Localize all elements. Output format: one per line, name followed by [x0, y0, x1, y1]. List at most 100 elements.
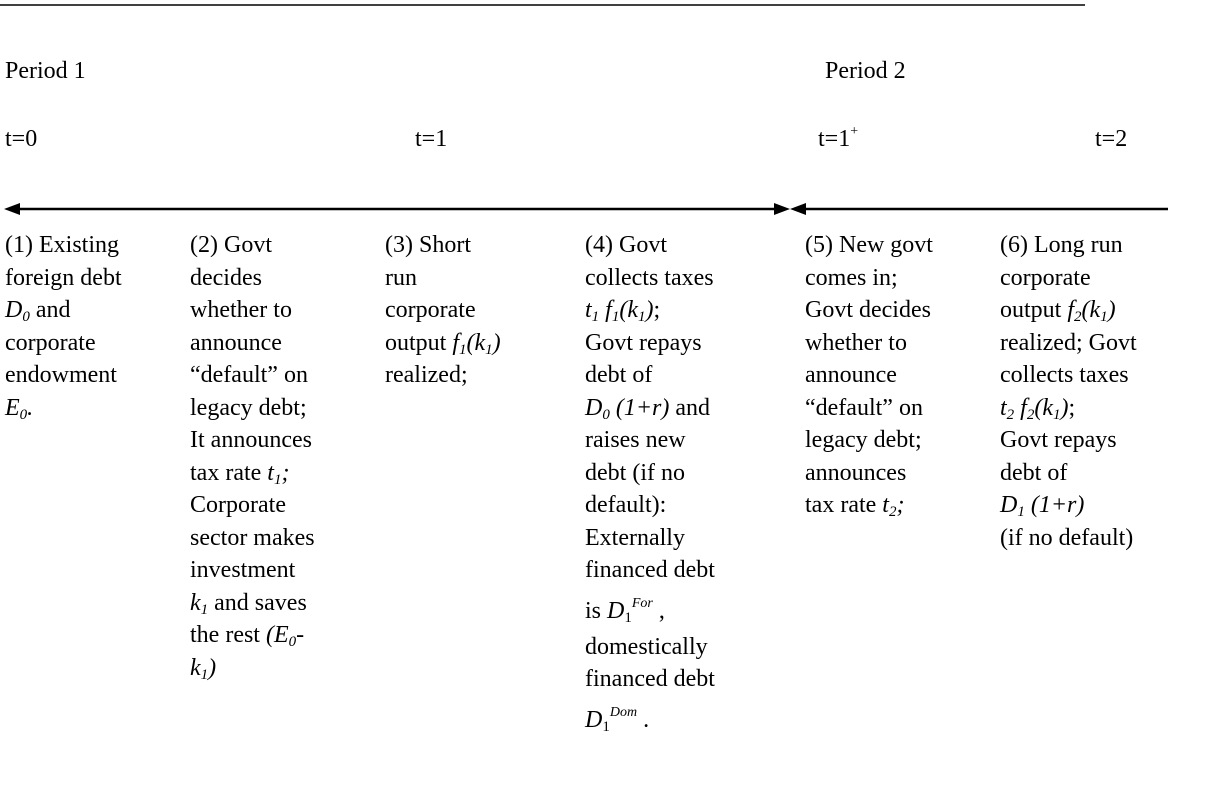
text: domestically	[585, 633, 708, 660]
text-line: raises new	[585, 424, 715, 457]
text: Govt repays	[1000, 427, 1117, 453]
text: comes in;	[805, 264, 898, 291]
text: k	[190, 589, 201, 616]
text: 1	[200, 601, 209, 618]
text: investment	[190, 557, 296, 583]
text: 2	[1074, 309, 1082, 325]
event-column: (2) Govt decides whether to announce “defaul…	[190, 229, 315, 684]
text: t=1	[818, 126, 851, 152]
text: E	[5, 394, 20, 421]
text-line: (4) Govt	[585, 229, 715, 262]
text-line: financed debt	[585, 554, 715, 587]
text: (k	[466, 329, 486, 356]
text-line: financed debt	[585, 663, 715, 696]
text: tax rate	[805, 492, 883, 518]
text: t	[267, 459, 274, 486]
text: decides	[190, 264, 262, 291]
text-line: Govt decides	[805, 294, 933, 327]
text-line: D1Dom .	[585, 696, 715, 740]
time-label: t=1+	[818, 123, 858, 155]
text: D	[607, 597, 625, 624]
text: collects taxes	[585, 264, 714, 291]
text: whether to	[805, 329, 907, 356]
text: debt (if no	[585, 459, 685, 486]
text-line: It announces	[190, 424, 315, 457]
text: 1	[1017, 504, 1025, 520]
text-line: legacy debt;	[190, 392, 315, 425]
text: 1	[1100, 309, 1108, 325]
text: D	[585, 706, 603, 733]
text: .	[637, 706, 650, 733]
text-line: run	[385, 262, 501, 295]
text: -	[296, 622, 305, 648]
text: 0	[288, 634, 297, 650]
text: Dom	[609, 704, 638, 720]
text: ;	[1068, 394, 1076, 421]
text: (E	[265, 622, 289, 648]
text-line: sector makes	[190, 522, 315, 555]
text-line: k1 and saves	[190, 587, 315, 620]
text: .	[27, 394, 34, 421]
text-line: D0 and	[5, 294, 122, 327]
text: 0	[602, 406, 610, 423]
text: (5) New govt	[805, 232, 933, 258]
text: default):	[585, 492, 667, 518]
text-line: Govt repays	[585, 327, 715, 360]
text: run	[385, 264, 417, 291]
text-line: (1) Existing	[5, 229, 122, 262]
text: announce	[190, 329, 282, 356]
text: f	[452, 329, 460, 356]
text: k	[190, 654, 201, 681]
text: f	[1014, 394, 1027, 421]
text-line: foreign debt	[5, 262, 122, 295]
text-line: “default” on	[190, 359, 315, 392]
text: realized;	[385, 362, 468, 388]
text-line: Govt repays	[1000, 424, 1137, 457]
arrow-head	[4, 203, 20, 215]
text: corporate	[1000, 264, 1091, 291]
text: and	[669, 394, 711, 421]
text: (if no default)	[1000, 524, 1134, 551]
text: 2	[1026, 406, 1035, 423]
event-column: (3) Short run corporate output f1(k1) realiz…	[385, 229, 501, 392]
text-line: tax rate t1;	[190, 457, 315, 490]
text: f	[1067, 297, 1075, 323]
text: It announces	[190, 427, 312, 453]
text: debt of	[585, 362, 653, 388]
text-line: corporate	[1000, 262, 1137, 295]
text: t	[1000, 394, 1007, 421]
text: ,	[652, 597, 665, 624]
text-line: the rest (E0-	[190, 619, 315, 652]
text: )	[208, 654, 217, 681]
text: D	[585, 394, 603, 421]
text: sector makes	[190, 524, 315, 551]
text: 1	[602, 718, 610, 735]
text-line: legacy debt;	[805, 424, 933, 457]
text-line: endowment	[5, 359, 122, 392]
text: corporate	[5, 329, 96, 356]
text: legacy debt;	[190, 394, 307, 421]
text: ;	[896, 492, 905, 518]
text-line: output f2(k1)	[1000, 294, 1137, 327]
event-column: (6) Long run corporate output f2(k1) realiz…	[1000, 229, 1137, 554]
text-line: debt (if no	[585, 457, 715, 490]
text: 0	[19, 406, 28, 423]
text: t	[882, 492, 889, 518]
text: )	[492, 329, 501, 356]
text-line: collects taxes	[1000, 359, 1137, 392]
text: financed debt	[585, 557, 715, 583]
event-column: (1) Existing foreign debt D0 and corporate e…	[5, 229, 122, 424]
text: (1+r)	[609, 394, 670, 421]
text-line: is D1For ,	[585, 587, 715, 631]
text-line: (3) Short	[385, 229, 501, 262]
text: the rest	[190, 622, 266, 648]
text: t=2	[1095, 126, 1128, 152]
text: output	[1000, 297, 1068, 323]
text: t=1	[415, 126, 448, 152]
text: 0	[22, 309, 30, 325]
text-line: comes in;	[805, 262, 933, 295]
text: “default” on	[190, 362, 308, 388]
text-line: debt of	[585, 359, 715, 392]
